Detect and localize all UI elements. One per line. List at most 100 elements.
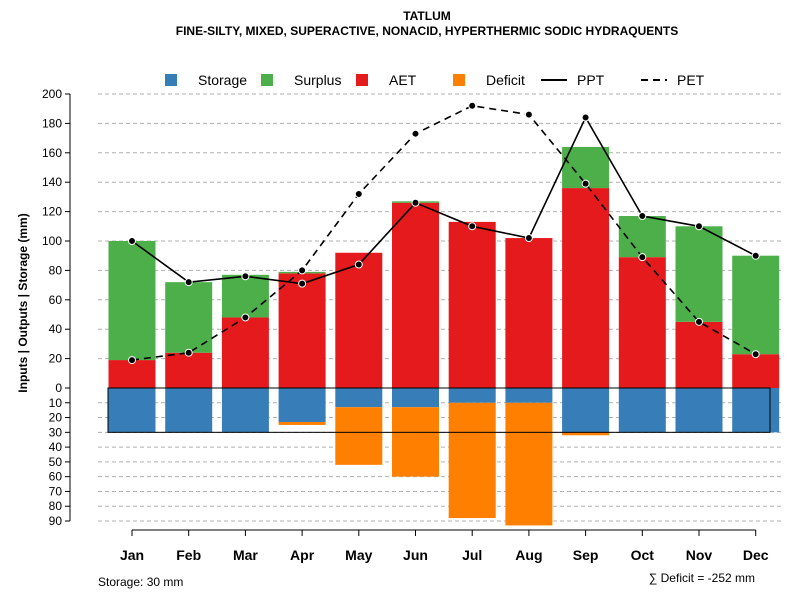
- legend-label: AET: [389, 72, 417, 88]
- legend-label: Storage: [198, 72, 247, 88]
- y-tick-label: 90: [49, 514, 63, 528]
- deficit-bar: [562, 432, 610, 436]
- x-tick-label: Mar: [233, 547, 258, 563]
- ppt-point: [524, 234, 533, 243]
- deficit-bar: [278, 421, 326, 425]
- y-tick-label: 60: [49, 293, 63, 307]
- aet-bar: [165, 352, 213, 388]
- ppt-line: [131, 115, 757, 285]
- pet-point: [241, 313, 250, 322]
- deficit-bar: [505, 402, 553, 526]
- y-tick-label: 20: [49, 411, 63, 425]
- y-tick-label: 60: [49, 470, 63, 484]
- y-tick-label: 180: [42, 116, 62, 130]
- aet-bar: [392, 202, 439, 388]
- aet-bar: [505, 238, 553, 388]
- pet-point: [581, 179, 590, 188]
- aet-bar: [562, 188, 610, 388]
- aet-bar: [448, 221, 496, 388]
- storage-bar: [221, 388, 269, 433]
- chart-subtitle: FINE-SILTY, MIXED, SUPERACTIVE, NONACID,…: [176, 24, 678, 38]
- y-axis: 0204060801001201401601802001020304050607…: [42, 87, 71, 528]
- storage-bar: [618, 388, 666, 433]
- chart-title: TATLUM: [403, 9, 451, 23]
- y-tick-label: 140: [42, 175, 62, 189]
- pet-point: [411, 129, 420, 138]
- ppt-point: [695, 222, 703, 231]
- storage-bar: [448, 388, 496, 403]
- pet-point: [524, 110, 533, 119]
- x-tick-label: Aug: [515, 547, 542, 563]
- storage-bar: [505, 388, 553, 403]
- pet-point: [128, 356, 136, 365]
- pet-line: [131, 104, 757, 361]
- surplus-bar: [732, 255, 780, 355]
- legend-label: Surplus: [294, 72, 341, 88]
- storage-bar: [278, 388, 326, 422]
- x-tick-label: Jul: [462, 547, 482, 563]
- pet-point: [298, 266, 307, 275]
- aet-bar: [278, 273, 326, 388]
- y-tick-label: 0: [55, 381, 62, 395]
- y-tick-label: 70: [49, 484, 63, 498]
- aet-bar: [618, 257, 666, 388]
- x-tick-label: Jun: [403, 547, 428, 563]
- ppt-point: [184, 278, 193, 287]
- pet-point: [468, 101, 477, 110]
- aet-bar: [108, 360, 156, 388]
- pet-point: [638, 253, 647, 262]
- storage-bar: [108, 388, 156, 433]
- y-tick-label: 200: [42, 87, 62, 101]
- deficit-total-note: ∑ Deficit = -252 mm: [649, 571, 755, 585]
- x-tick-label: Jan: [120, 547, 144, 563]
- aet-bar: [221, 317, 269, 388]
- aet-bar: [335, 252, 383, 388]
- surplus-bar: [108, 241, 156, 361]
- y-tick-label: 20: [49, 352, 63, 366]
- y-tick-label: 40: [49, 322, 63, 336]
- ppt-point: [751, 251, 760, 260]
- y-tick-label: 120: [42, 205, 62, 219]
- legend-label: PPT: [577, 72, 605, 88]
- ppt-point: [638, 212, 647, 221]
- x-tick-label: Sep: [573, 547, 599, 563]
- ppt-point: [298, 279, 307, 288]
- deficit-bar: [392, 407, 439, 477]
- legend-swatch: [356, 74, 368, 86]
- y-tick-label: 80: [49, 499, 63, 513]
- y-tick-label: 30: [49, 425, 63, 439]
- ppt-point: [411, 198, 420, 207]
- pet-point: [695, 317, 703, 326]
- x-tick-label: Feb: [176, 547, 201, 563]
- ppt-point: [581, 113, 590, 122]
- legend-swatch: [261, 74, 273, 86]
- bars: [107, 146, 780, 526]
- y-axis-label: Inputs | Outputs | Storage (mm): [16, 213, 30, 392]
- pet-point: [184, 348, 193, 357]
- y-tick-label: 10: [49, 396, 63, 410]
- surplus-bar: [675, 226, 723, 322]
- storage-bar: [165, 388, 213, 433]
- ppt-point: [354, 260, 363, 269]
- y-tick-label: 100: [42, 234, 62, 248]
- pet-point: [354, 189, 363, 198]
- storage-bar: [732, 388, 780, 433]
- y-tick-label: 40: [49, 440, 63, 454]
- legend-label: Deficit: [486, 72, 525, 88]
- aet-bar: [732, 354, 780, 388]
- surplus-bar: [221, 274, 269, 318]
- ppt-point: [241, 272, 250, 281]
- y-tick-label: 80: [49, 263, 63, 277]
- y-tick-label: 160: [42, 146, 62, 160]
- deficit-bar: [448, 402, 496, 519]
- legend: Storage Surplus AET Deficit PPT PET: [165, 72, 705, 88]
- aet-bar: [675, 321, 723, 388]
- x-tick-label: May: [345, 547, 372, 563]
- legend-swatch: [165, 74, 177, 86]
- y-tick-label: 50: [49, 455, 63, 469]
- legend-label: PET: [677, 72, 705, 88]
- x-tick-label: Dec: [743, 547, 769, 563]
- storage-capacity-box: [107, 387, 771, 433]
- lines: [128, 101, 760, 365]
